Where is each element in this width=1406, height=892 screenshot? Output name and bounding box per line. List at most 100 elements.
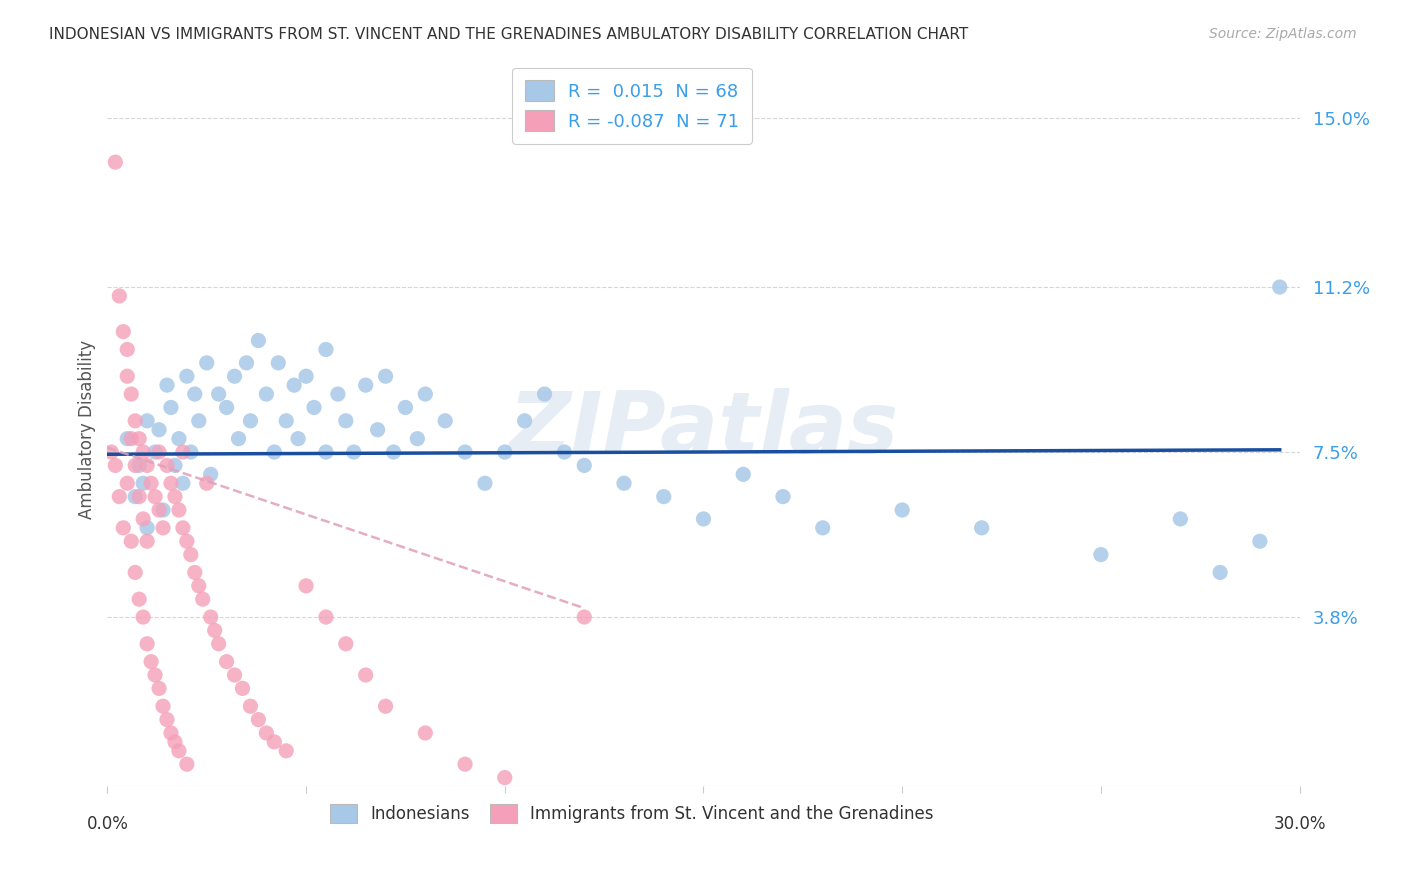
Point — [295, 579, 318, 593]
Y-axis label: Ambulatory Disability: Ambulatory Disability — [79, 340, 96, 519]
Point — [772, 490, 794, 504]
Point — [215, 401, 238, 415]
Point — [413, 387, 436, 401]
Point — [267, 356, 290, 370]
Point — [287, 432, 309, 446]
Point — [354, 378, 377, 392]
Point — [180, 548, 202, 562]
Point — [148, 503, 170, 517]
Point — [148, 681, 170, 696]
Point — [231, 681, 253, 696]
Point — [176, 757, 198, 772]
Point — [128, 592, 150, 607]
Point — [136, 534, 159, 549]
Point — [295, 369, 318, 384]
Point — [139, 476, 162, 491]
Point — [254, 726, 277, 740]
Point — [276, 414, 298, 428]
Point — [302, 401, 325, 415]
Point — [204, 624, 226, 638]
Point — [1209, 566, 1232, 580]
Point — [184, 387, 207, 401]
Point — [143, 490, 166, 504]
Point — [124, 414, 146, 428]
Point — [276, 744, 298, 758]
Point — [811, 521, 834, 535]
Point — [367, 423, 389, 437]
Point — [474, 476, 496, 491]
Text: 30.0%: 30.0% — [1274, 815, 1326, 833]
Point — [172, 476, 194, 491]
Point — [187, 579, 209, 593]
Point — [200, 467, 222, 482]
Point — [136, 637, 159, 651]
Point — [104, 458, 127, 473]
Point — [117, 476, 139, 491]
Point — [315, 445, 337, 459]
Point — [124, 490, 146, 504]
Point — [132, 512, 155, 526]
Point — [733, 467, 755, 482]
Text: 0.0%: 0.0% — [86, 815, 128, 833]
Point — [143, 445, 166, 459]
Point — [132, 476, 155, 491]
Point — [382, 445, 405, 459]
Point — [160, 476, 183, 491]
Point — [167, 503, 190, 517]
Point — [148, 423, 170, 437]
Point — [176, 369, 198, 384]
Text: Source: ZipAtlas.com: Source: ZipAtlas.com — [1209, 27, 1357, 41]
Point — [335, 637, 357, 651]
Point — [112, 325, 135, 339]
Point — [117, 369, 139, 384]
Point — [215, 655, 238, 669]
Point — [200, 610, 222, 624]
Point — [128, 432, 150, 446]
Point — [172, 521, 194, 535]
Point — [176, 534, 198, 549]
Point — [315, 610, 337, 624]
Point — [156, 378, 179, 392]
Point — [247, 713, 270, 727]
Point — [263, 445, 285, 459]
Point — [335, 414, 357, 428]
Point — [163, 490, 186, 504]
Point — [1268, 280, 1291, 294]
Point — [104, 155, 127, 169]
Point — [1170, 512, 1192, 526]
Point — [553, 445, 575, 459]
Point — [326, 387, 349, 401]
Point — [163, 458, 186, 473]
Point — [180, 445, 202, 459]
Point — [160, 726, 183, 740]
Text: INDONESIAN VS IMMIGRANTS FROM ST. VINCENT AND THE GRENADINES AMBULATORY DISABILI: INDONESIAN VS IMMIGRANTS FROM ST. VINCEN… — [49, 27, 969, 42]
Point — [187, 414, 209, 428]
Point — [574, 458, 596, 473]
Point — [374, 369, 396, 384]
Point — [1249, 534, 1271, 549]
Point — [247, 334, 270, 348]
Legend: Indonesians, Immigrants from St. Vincent and the Grenadines: Indonesians, Immigrants from St. Vincent… — [322, 796, 942, 831]
Point — [108, 490, 131, 504]
Point — [167, 744, 190, 758]
Point — [195, 356, 218, 370]
Point — [132, 445, 155, 459]
Point — [100, 445, 122, 459]
Point — [152, 521, 174, 535]
Point — [124, 566, 146, 580]
Point — [172, 445, 194, 459]
Point — [160, 401, 183, 415]
Text: ZIPatlas: ZIPatlas — [509, 388, 898, 471]
Point — [120, 387, 142, 401]
Point — [494, 771, 516, 785]
Point — [574, 610, 596, 624]
Point — [124, 458, 146, 473]
Point — [136, 414, 159, 428]
Point — [354, 668, 377, 682]
Point — [152, 699, 174, 714]
Point — [208, 637, 231, 651]
Point — [343, 445, 366, 459]
Point — [1090, 548, 1112, 562]
Point — [533, 387, 555, 401]
Point — [128, 490, 150, 504]
